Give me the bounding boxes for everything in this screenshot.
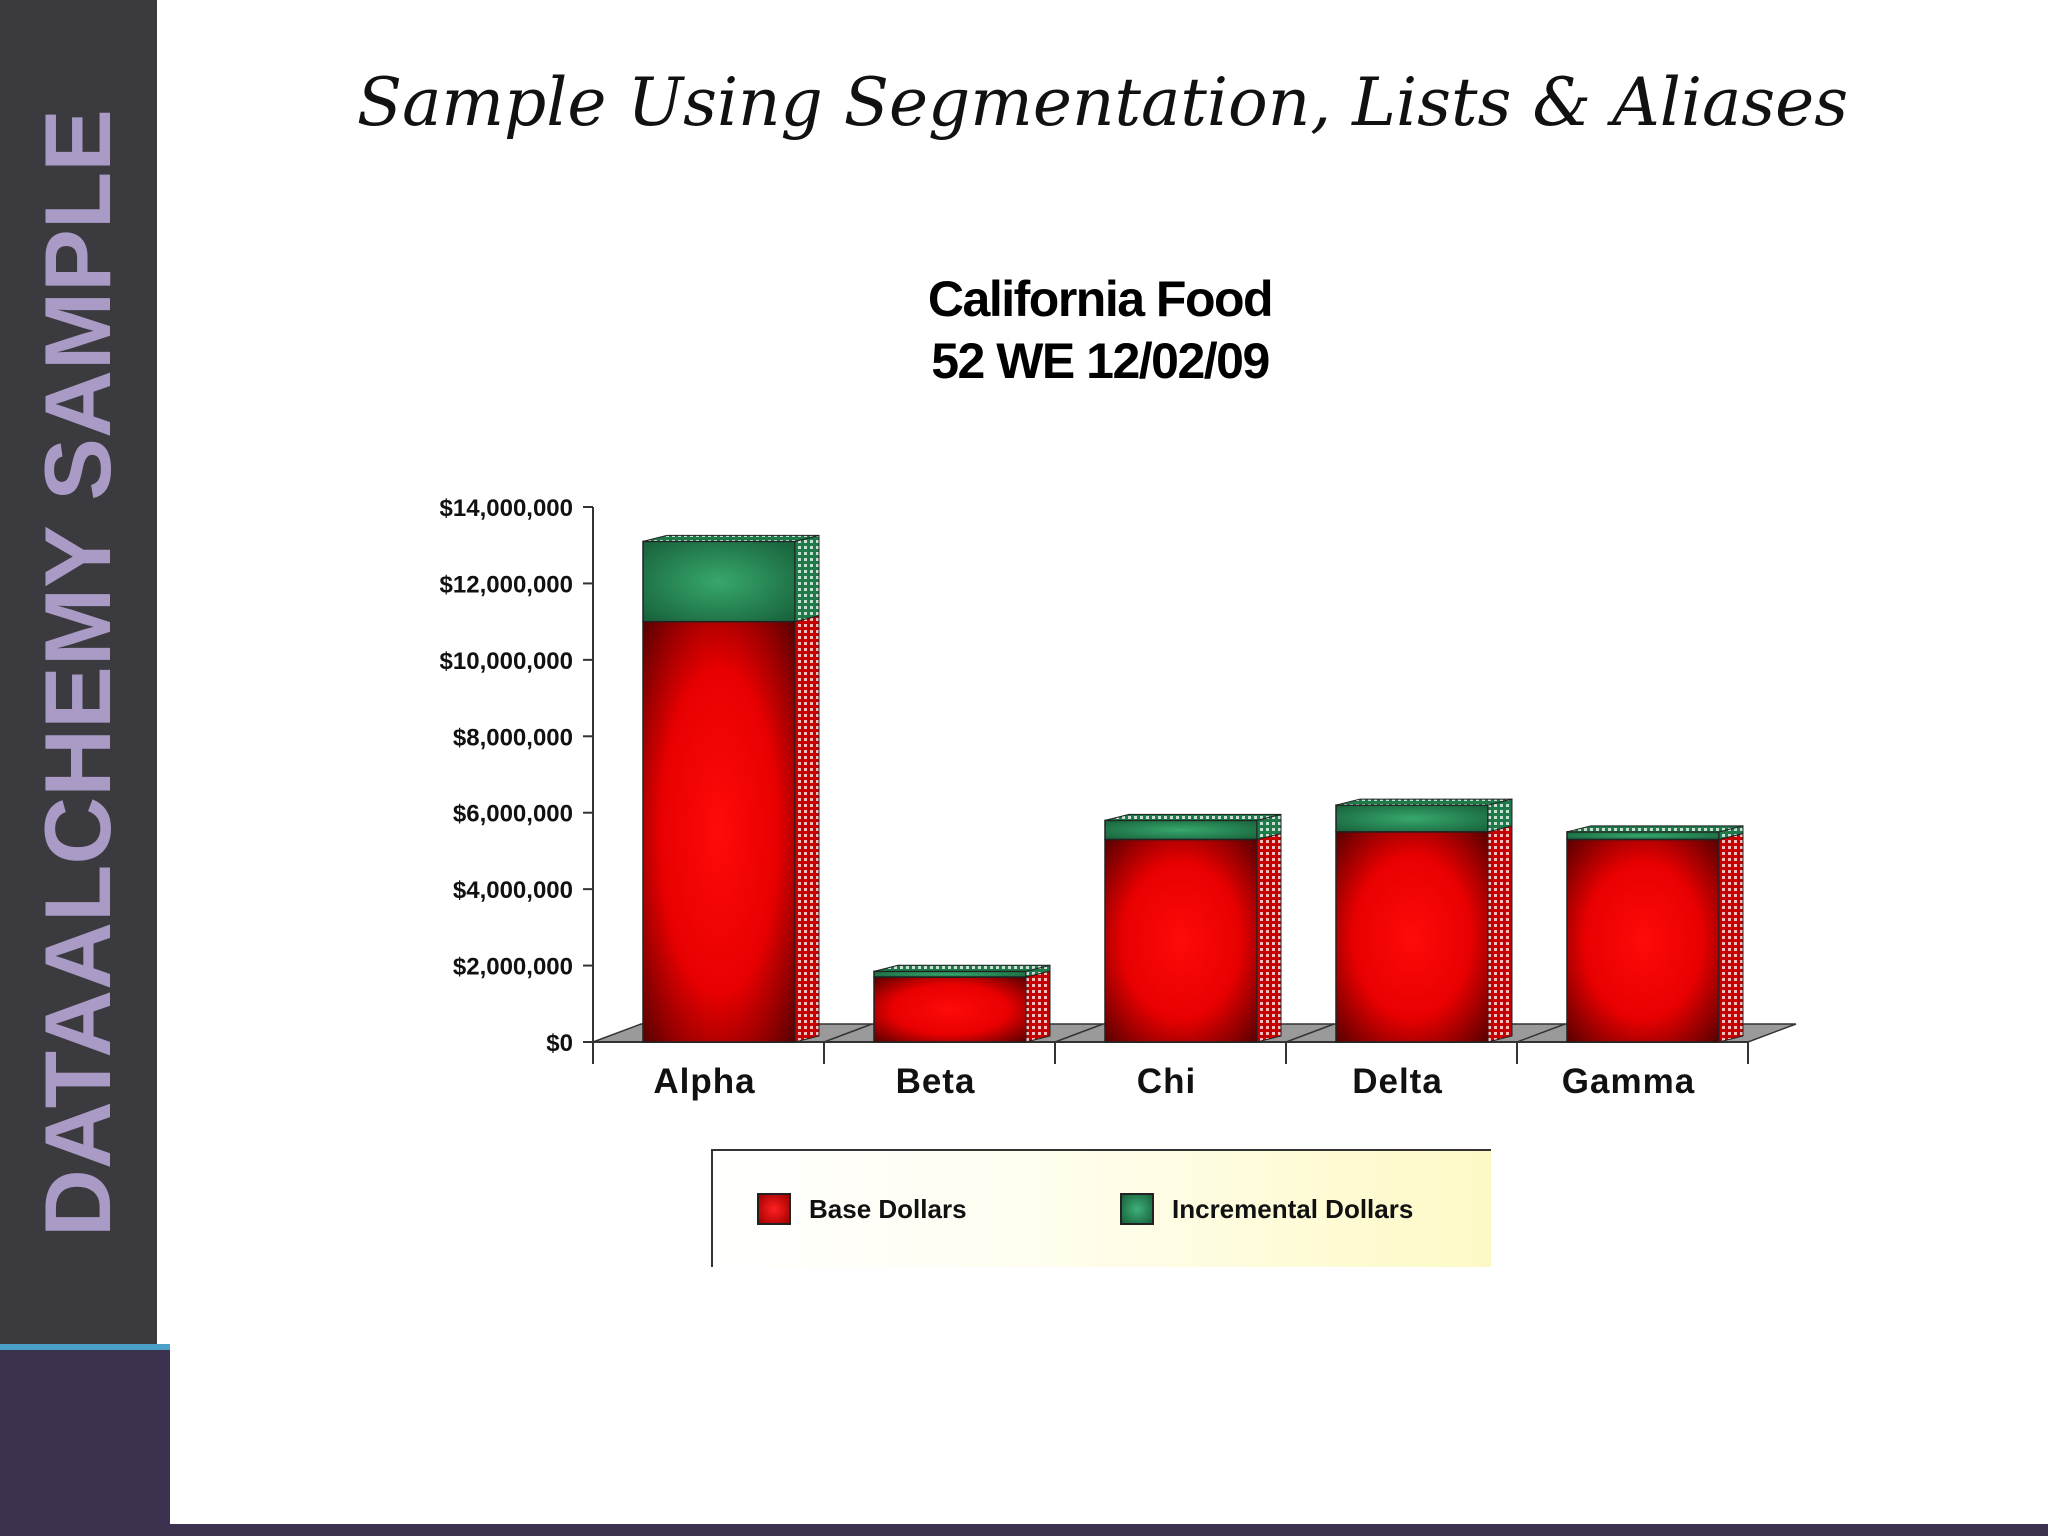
bar-side-base-beta bbox=[1025, 970, 1051, 1043]
bar-side-base-delta bbox=[1487, 825, 1513, 1043]
floor-divider bbox=[1054, 1023, 1104, 1043]
floor-divider bbox=[1516, 1023, 1566, 1043]
bar-base-delta bbox=[1335, 831, 1489, 1043]
legend-item-base: Base Dollars bbox=[757, 1193, 967, 1225]
x-label-beta: Beta bbox=[896, 1062, 976, 1101]
floor-divider bbox=[823, 1023, 873, 1043]
bar-top-gamma bbox=[1566, 825, 1744, 833]
floor-divider bbox=[1285, 1023, 1335, 1043]
sidebar-bottom-block bbox=[0, 1350, 170, 1536]
y-tick-label: $12,000,000 bbox=[440, 571, 573, 598]
bar-base-chi bbox=[1104, 838, 1258, 1043]
chart-bars bbox=[642, 534, 1744, 1043]
chart-subtitle: 52 WE 12/02/09 bbox=[931, 333, 1270, 389]
legend-item-incremental: Incremental Dollars bbox=[1120, 1193, 1413, 1225]
x-label-delta: Delta bbox=[1352, 1062, 1443, 1101]
bar-incremental-chi bbox=[1104, 819, 1258, 841]
y-tick-label: $6,000,000 bbox=[453, 801, 573, 828]
bar-top-alpha bbox=[642, 534, 820, 542]
legend-swatch-base bbox=[757, 1193, 791, 1225]
chart-title-block: California Food 52 WE 12/02/09 bbox=[600, 268, 1600, 392]
bar-side-base-gamma bbox=[1718, 832, 1744, 1043]
sidebar-band bbox=[0, 0, 157, 1348]
legend-swatch-incremental bbox=[1120, 1193, 1154, 1225]
chart-labels: $0 $2,000,000 $4,000,000 $6,000,000 $8,000,0… bbox=[440, 495, 1695, 1101]
bar-side-incremental-alpha bbox=[794, 534, 820, 623]
bar-base-alpha bbox=[642, 620, 796, 1043]
x-label-alpha: Alpha bbox=[653, 1062, 755, 1101]
y-tick-label: $8,000,000 bbox=[453, 724, 573, 751]
bar-top-beta bbox=[873, 964, 1051, 972]
legend-label-base: Base Dollars bbox=[809, 1193, 967, 1224]
legend: Base Dollars Incremental Dollars bbox=[711, 1149, 1491, 1267]
bar-base-beta bbox=[873, 976, 1027, 1043]
bottom-band bbox=[170, 1524, 2048, 1536]
bar-top-chi bbox=[1104, 813, 1282, 821]
bar-incremental-delta bbox=[1335, 804, 1489, 833]
x-label-gamma: Gamma bbox=[1562, 1062, 1695, 1101]
bar-incremental-gamma bbox=[1566, 831, 1720, 841]
sidebar-accent-line bbox=[0, 1344, 170, 1350]
chart-title: California Food bbox=[927, 271, 1274, 327]
y-tick-label: $0 bbox=[546, 1030, 573, 1057]
bar-incremental-beta bbox=[873, 970, 1027, 978]
legend-label-incremental: Incremental Dollars bbox=[1172, 1193, 1414, 1224]
y-tick-label: $4,000,000 bbox=[453, 877, 573, 904]
y-tick-label: $2,000,000 bbox=[453, 954, 573, 981]
x-label-chi: Chi bbox=[1137, 1062, 1196, 1101]
bar-top-delta bbox=[1335, 798, 1513, 806]
y-tick-label: $10,000,000 bbox=[440, 648, 573, 675]
bar-base-gamma bbox=[1566, 838, 1720, 1043]
y-tick-label: $14,000,000 bbox=[440, 495, 573, 522]
slide-title: Sample Using Segmentation, Lists & Alias… bbox=[356, 64, 1849, 141]
bar-side-base-alpha bbox=[794, 615, 820, 1043]
bar-side-base-chi bbox=[1256, 832, 1282, 1043]
bar-incremental-alpha bbox=[642, 540, 796, 623]
